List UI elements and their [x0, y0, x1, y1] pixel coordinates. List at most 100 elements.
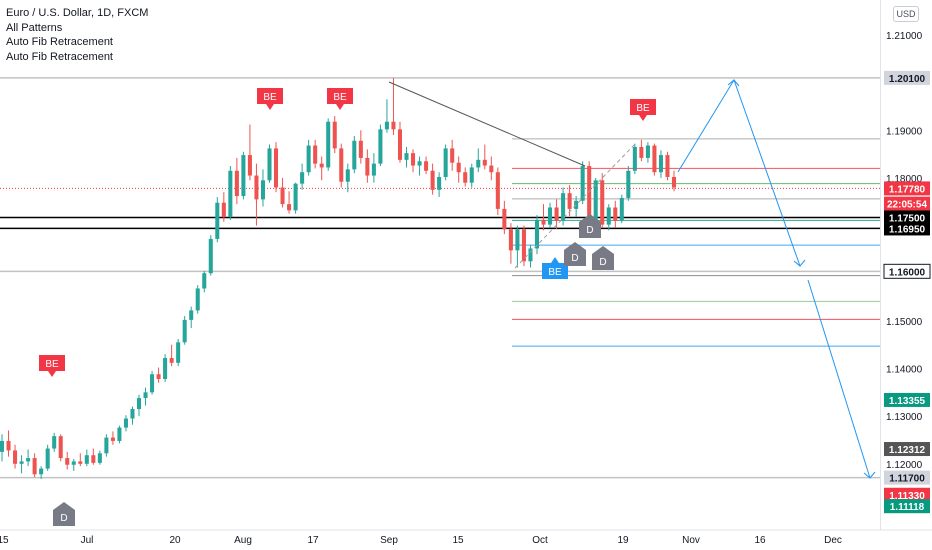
candle-body [123, 418, 128, 428]
candle-body [384, 121, 389, 130]
candle-body [437, 176, 442, 190]
candle-body [476, 159, 481, 168]
candle-body [104, 437, 109, 454]
candle-body [567, 193, 572, 209]
candle-body [293, 183, 298, 211]
badge-label: BE [333, 92, 347, 103]
indicator-auto-fib-2[interactable]: Auto Fib Retracement [6, 50, 113, 63]
candle-body [58, 436, 63, 459]
candle-body [13, 450, 18, 464]
currency-button[interactable]: USD [893, 6, 919, 22]
price-marker-label: 1.17500 [889, 213, 926, 224]
candle-body [404, 153, 409, 160]
candle-body [97, 453, 102, 463]
x-tick-label: 20 [169, 535, 181, 546]
candle-body [639, 146, 644, 158]
candle-body [587, 166, 592, 220]
y-tick-label: 1.15000 [886, 317, 923, 328]
price-marker-label: 22:05:54 [887, 200, 927, 211]
y-tick-label: 1.19000 [886, 126, 923, 137]
candle-body [52, 436, 57, 449]
arrow-head-icon [863, 471, 876, 479]
price-marker: 1.11700 [884, 470, 930, 485]
candle-body [417, 161, 422, 166]
candle-body [521, 229, 526, 262]
candle-body [215, 202, 220, 239]
price-marker-label: 1.12312 [889, 445, 926, 456]
x-tick-label: Aug [234, 535, 252, 546]
price-marker: 1.16000 [883, 263, 931, 279]
candle-body [528, 248, 533, 262]
badge-label: BE [636, 103, 650, 114]
badge-label: BE [45, 359, 59, 370]
candle-body [671, 176, 677, 188]
indicator-all-patterns[interactable]: All Patterns [6, 21, 63, 34]
candle-body [358, 140, 363, 158]
candle-body [287, 204, 292, 211]
price-marker-label: 1.11118 [890, 502, 925, 513]
candle-body [658, 155, 663, 173]
candle-body [208, 238, 213, 274]
projection-path [677, 78, 801, 267]
candle-body [247, 155, 252, 176]
candle-body [6, 440, 11, 451]
candle-body [345, 169, 350, 182]
badge-label: BE [263, 92, 277, 103]
price-marker-label: 1.16950 [889, 224, 926, 235]
symbol-title[interactable]: Euro / U.S. Dollar, 1D, FXCM [6, 7, 149, 19]
candle-body [541, 219, 546, 225]
candle-body [391, 121, 396, 130]
candle-body [489, 165, 494, 173]
price-marker: 1.12312 [884, 442, 930, 457]
badge-label: D [571, 253, 578, 264]
candle-body [619, 197, 624, 221]
badge-label: D [60, 513, 67, 524]
candle-body [606, 207, 611, 225]
candle-body [176, 342, 181, 363]
candle-body [78, 461, 83, 464]
trend-line [388, 81, 586, 167]
candle-body [482, 159, 487, 166]
candle-body [371, 163, 376, 176]
candle-body [456, 162, 461, 173]
candle-body [554, 207, 559, 221]
pattern-badge-doji: D [53, 502, 75, 526]
x-tick-label: 15 [452, 535, 464, 546]
price-marker: 1.11118 [884, 499, 930, 514]
candle-body [319, 163, 324, 168]
candle-body [136, 398, 142, 410]
candle-body [110, 437, 115, 441]
chart-legend: Euro / U.S. Dollar, 1D, FXCM All Pattern… [6, 6, 148, 64]
y-tick-label: 1.21000 [886, 31, 923, 42]
candle-body [306, 145, 311, 173]
candle-body [189, 310, 194, 320]
price-marker: 1.16950 [884, 221, 930, 236]
candle-body [430, 170, 435, 190]
candle-body [182, 319, 187, 343]
indicator-auto-fib-1[interactable]: Auto Fib Retracement [6, 36, 113, 48]
price-marker: 1.17780 [884, 181, 930, 196]
fib-dashed-line [514, 142, 637, 269]
candle-body [463, 172, 468, 183]
price-marker: 1.13355 [884, 392, 930, 407]
candle-body [221, 202, 226, 217]
candle-body [117, 427, 122, 441]
y-tick-label: 1.18000 [886, 174, 923, 185]
candle-body [32, 458, 37, 475]
price-marker-label: 1.11330 [889, 491, 925, 502]
y-tick-label: 1.14000 [886, 365, 923, 376]
badge-label: D [599, 257, 606, 268]
price-marker-label: 1.16000 [889, 267, 926, 278]
candle-body [561, 193, 566, 221]
price-marker-label: 1.17780 [889, 184, 926, 195]
price-marker: 22:05:54 [884, 196, 930, 211]
candle-body [534, 219, 540, 249]
candle-body [65, 458, 70, 465]
pattern-badge-doji: D [564, 242, 586, 266]
y-tick-label: 1.12000 [886, 460, 923, 471]
candle-body [424, 161, 429, 171]
candle-body [45, 448, 50, 469]
candle-body [515, 229, 520, 251]
y-tick-label: 1.13000 [886, 412, 923, 423]
